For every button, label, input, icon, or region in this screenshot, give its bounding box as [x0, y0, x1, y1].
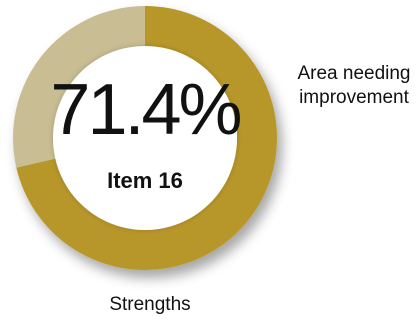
legend-improvement-line1: Area needing [297, 63, 411, 84]
slice-strengths [16, 6, 277, 270]
center-value: 71.4% [50, 70, 242, 150]
legend-improvement: Area needing improvement [290, 62, 418, 110]
center-label: Item 16 [107, 168, 183, 193]
legend-improvement-line2: improvement [299, 87, 409, 108]
donut-hole [53, 46, 237, 230]
slice-area-needing-improvement [12, 6, 145, 168]
legend-strengths: Strengths [109, 294, 191, 315]
